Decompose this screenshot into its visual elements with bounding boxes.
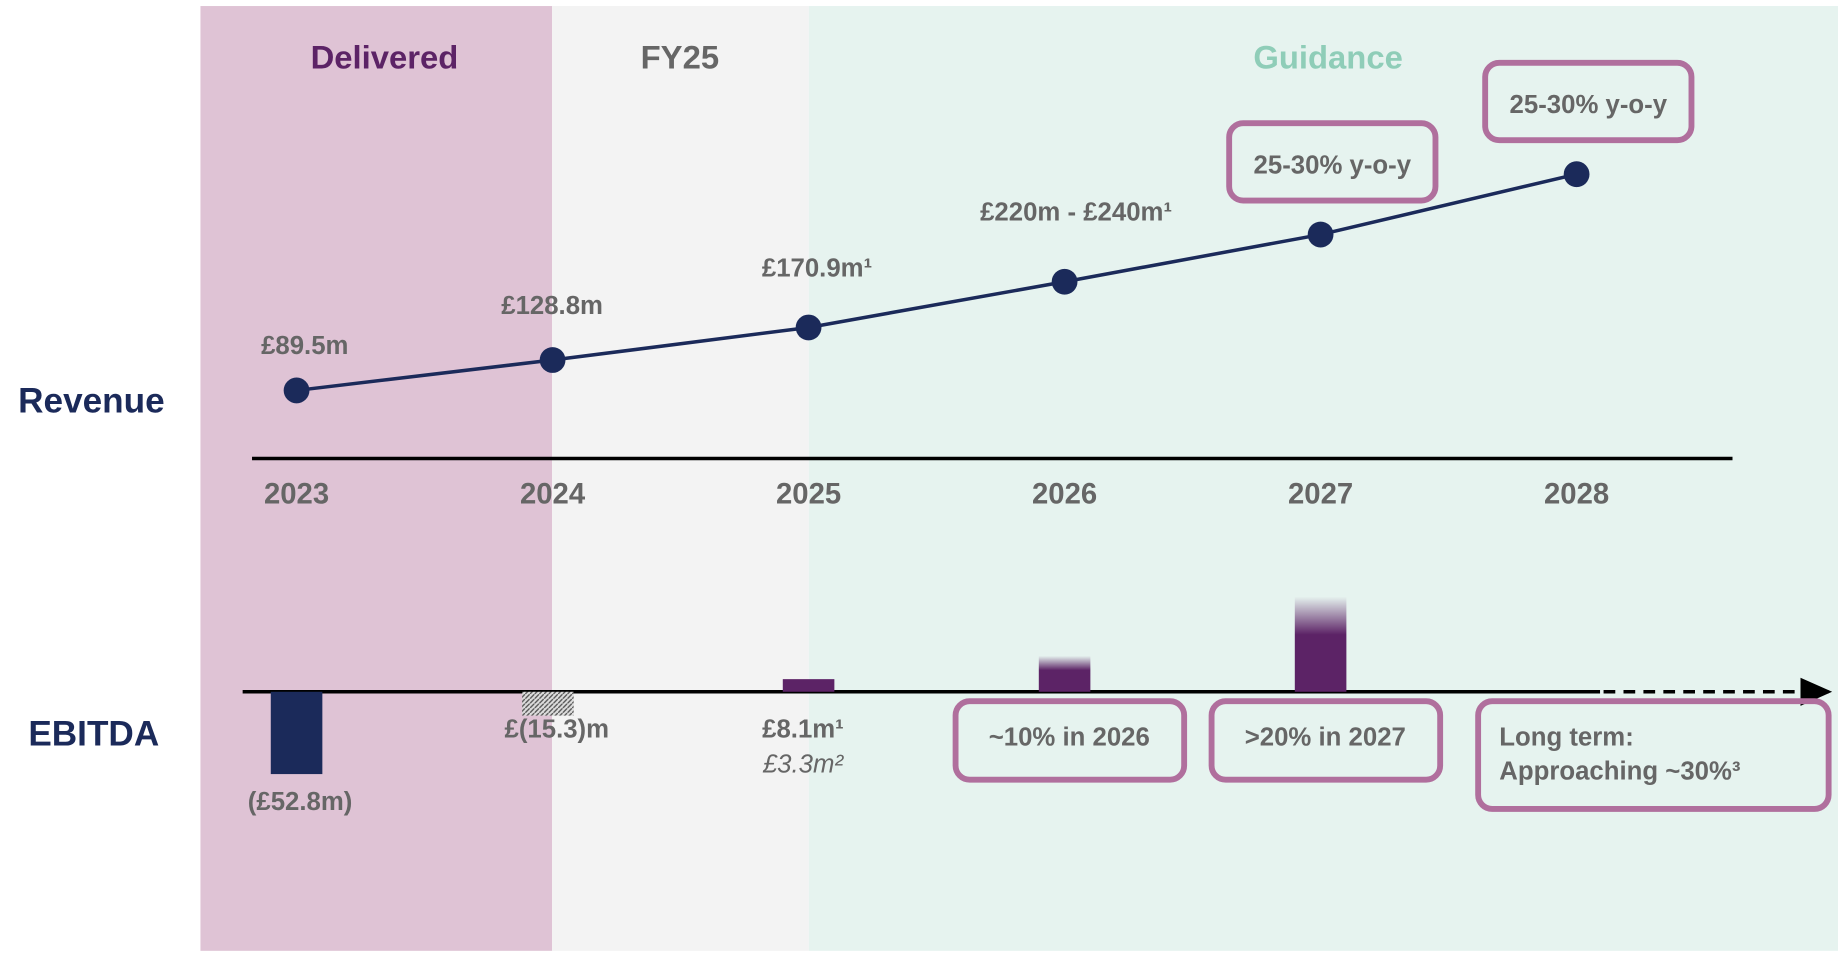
value-label: £170.9m¹ [762, 255, 872, 283]
x-tick-label: 2026 [1032, 478, 1097, 511]
revenue-point [795, 314, 822, 341]
annotation-box [1482, 59, 1695, 144]
value-label: £89.5m [261, 332, 348, 360]
value-label: £220m - £240m¹ [980, 198, 1172, 226]
ebitda-bar [782, 679, 835, 692]
annotation-box [952, 698, 1188, 783]
value-label: (£52.8m) [248, 788, 353, 816]
revenue-point [1051, 268, 1078, 295]
x-tick-label: 2023 [264, 478, 329, 511]
row-label: Revenue [18, 382, 165, 421]
x-tick-label: 2024 [520, 478, 586, 511]
annotation-box [1226, 120, 1439, 204]
annotation: 25-30% y-o-y [1254, 151, 1412, 179]
row-label: EBITDA [28, 715, 159, 754]
value-label: £(15.3)m [505, 715, 610, 743]
period-title: Guidance [1253, 39, 1403, 76]
annotation: 25-30% y-o-y [1510, 91, 1668, 119]
period-band [200, 6, 553, 951]
long-term-label: Long term: [1499, 723, 1634, 751]
revenue-point [1563, 161, 1590, 188]
annotation-box [1475, 698, 1832, 812]
annotation-box [1208, 698, 1444, 783]
x-tick-label: 2027 [1288, 478, 1353, 511]
annotation: ~10% in 2026 [989, 723, 1150, 751]
periods [200, 6, 1838, 951]
ebitda-bar [522, 691, 574, 716]
revenue-point [283, 377, 310, 404]
value-label: £128.8m [501, 292, 603, 320]
ebitda-bar [1294, 596, 1347, 692]
period-band [552, 6, 809, 951]
ebitda-bar [270, 691, 323, 775]
sub-label: £3.3m² [762, 750, 845, 778]
revenue-point [539, 347, 566, 373]
long-term-label: Approaching ~30%³ [1499, 757, 1741, 785]
revenue-point [1307, 221, 1334, 248]
value-label: £8.1m¹ [762, 715, 844, 743]
period-title: FY25 [641, 39, 719, 76]
x-tick-label: 2025 [776, 478, 841, 511]
period-band [808, 6, 1838, 951]
ebitda-bar [1038, 655, 1091, 692]
period-title: Delivered [311, 39, 459, 76]
revenue-line [296, 172, 1578, 393]
x-tick-label: 2028 [1544, 478, 1609, 511]
annotation: >20% in 2027 [1245, 723, 1406, 751]
